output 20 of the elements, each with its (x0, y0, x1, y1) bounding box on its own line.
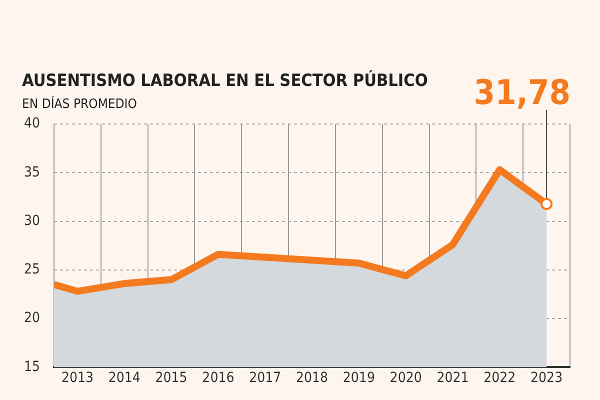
y-tick-label: 35 (24, 164, 40, 180)
x-tick-label: 2018 (296, 370, 328, 386)
chart-title: AUSENTISMO LABORAL EN EL SECTOR PÚBLICO (22, 70, 428, 91)
x-tick-label: 2013 (61, 370, 94, 386)
y-tick-label: 25 (24, 262, 40, 278)
x-tick-label: 2023 (530, 370, 563, 386)
y-tick-label: 15 (24, 358, 40, 375)
x-tick-label: 2014 (108, 370, 140, 386)
y-tick-label: 30 (24, 212, 40, 229)
y-tick-label: 20 (24, 310, 40, 326)
x-tick-label: 2022 (484, 370, 516, 386)
x-tick-label: 2017 (249, 370, 282, 386)
x-tick-label: 2015 (155, 370, 188, 386)
x-tick-label: 2020 (390, 370, 422, 386)
x-tick-label: 2016 (202, 370, 234, 386)
x-tick-label: 2019 (342, 370, 375, 386)
annotation: 31,78 (474, 73, 571, 113)
x-tick-label: 2021 (436, 370, 469, 386)
chart-subtitle: EN DÍAS PROMEDIO (22, 95, 137, 112)
y-tick-label: 40 (24, 116, 40, 132)
